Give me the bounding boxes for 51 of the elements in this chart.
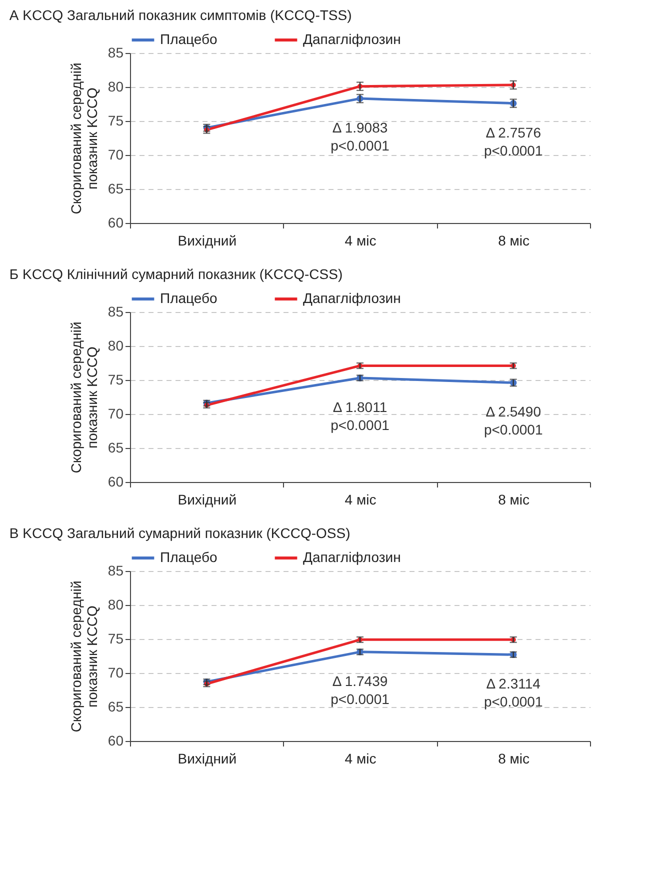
annotation: Δ 1.7439 <box>332 672 388 689</box>
chart-title: Б KCCQ Клінічний сумарний показник (KCCQ-CSS) <box>9 266 343 282</box>
y-axis-title: Скоригований середній показник KCCQ <box>68 580 100 732</box>
y-tick-label: 65 <box>108 698 124 714</box>
y-tick-label: 75 <box>108 112 124 128</box>
annotation: Δ 1.8011 <box>332 398 388 415</box>
annotation: p<0.0001 <box>484 142 543 158</box>
y-tick-label: 85 <box>108 562 124 578</box>
x-tick-label: 4 міс <box>344 232 376 248</box>
x-tick-label: 8 міс <box>498 492 530 508</box>
legend-label: Плацебо <box>160 31 218 47</box>
y-axis-title: Скоригований середній показник KCCQ <box>68 322 100 474</box>
annotation: p<0.0001 <box>484 422 543 438</box>
y-tick-label: 80 <box>108 78 124 94</box>
x-tick-label: 8 міс <box>498 232 530 248</box>
annotation: p<0.0001 <box>330 138 390 154</box>
legend-label: Дапагліфлозин <box>303 31 401 47</box>
annotation: Δ 1.9083 <box>332 120 388 136</box>
y-tick-label: 60 <box>108 732 124 748</box>
legend-label: Плацебо <box>160 549 218 565</box>
legend-label: Дапагліфлозин <box>303 549 401 565</box>
x-tick-label: Вихідний <box>178 492 237 508</box>
y-axis-title: Скоригований середній показник KCCQ <box>68 62 100 214</box>
y-tick-label: 65 <box>108 180 124 196</box>
y-tick-label: 60 <box>108 474 124 490</box>
x-tick-label: 4 міс <box>344 750 376 766</box>
y-tick-label: 80 <box>108 338 124 354</box>
chart-title: А KCCQ Загальний показник симптомів (KCCQ-TSS) <box>9 7 352 23</box>
y-tick-label: 75 <box>108 630 124 646</box>
y-tick-label: 70 <box>108 406 124 422</box>
y-tick-label: 70 <box>108 146 124 162</box>
x-tick-label: Вихідний <box>178 232 237 248</box>
y-tick-label: 75 <box>108 372 124 388</box>
x-tick-label: 8 міс <box>498 750 530 766</box>
legend-label: Плацебо <box>160 290 218 306</box>
annotation: p<0.0001 <box>330 690 390 707</box>
chart-title: В KCCQ Загальний сумарний показник (KCCQ-OSS) <box>9 525 350 541</box>
annotation: Δ 2.7576 <box>486 124 542 140</box>
x-tick-label: Вихідний <box>178 750 237 766</box>
y-tick-label: 80 <box>108 596 124 612</box>
annotation: p<0.0001 <box>484 694 543 710</box>
y-tick-label: 70 <box>108 664 124 680</box>
y-tick-label: 60 <box>108 214 124 230</box>
annotation: p<0.0001 <box>330 416 390 433</box>
legend-label: Дапагліфлозин <box>303 290 401 306</box>
y-tick-label: 85 <box>108 304 124 320</box>
x-tick-label: 4 міс <box>344 492 376 508</box>
y-tick-label: 65 <box>108 440 124 456</box>
annotation: Δ 2.3114 <box>486 676 541 692</box>
y-tick-label: 85 <box>108 44 124 60</box>
annotation: Δ 2.5490 <box>486 404 542 420</box>
